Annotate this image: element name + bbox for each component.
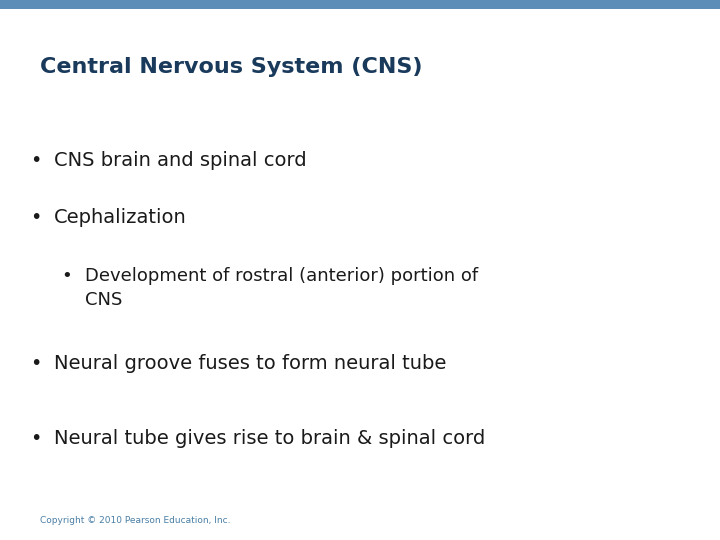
Text: •: • xyxy=(61,267,72,285)
Text: Development of rostral (anterior) portion of
CNS: Development of rostral (anterior) portio… xyxy=(85,267,478,309)
Text: CNS brain and spinal cord: CNS brain and spinal cord xyxy=(54,151,307,170)
Text: •: • xyxy=(30,208,42,227)
Text: Cephalization: Cephalization xyxy=(54,208,186,227)
Text: •: • xyxy=(30,429,42,448)
Bar xyxy=(0,0,720,9)
Text: Central Nervous System (CNS): Central Nervous System (CNS) xyxy=(40,57,422,77)
Text: Copyright © 2010 Pearson Education, Inc.: Copyright © 2010 Pearson Education, Inc. xyxy=(40,516,230,525)
Text: •: • xyxy=(30,354,42,373)
Text: Neural tube gives rise to brain & spinal cord: Neural tube gives rise to brain & spinal… xyxy=(54,429,485,448)
Text: •: • xyxy=(30,151,42,170)
Text: Neural groove fuses to form neural tube: Neural groove fuses to form neural tube xyxy=(54,354,446,373)
